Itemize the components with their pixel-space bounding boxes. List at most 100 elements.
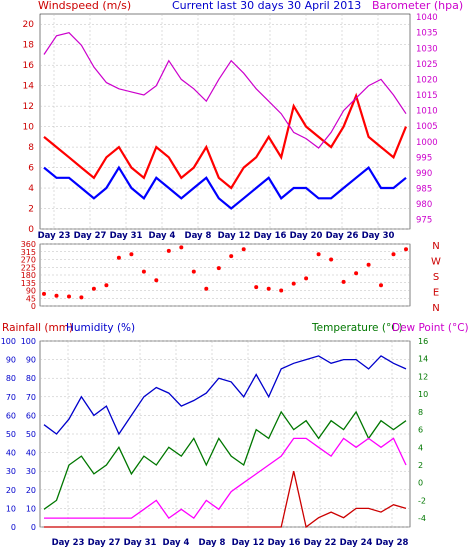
direction-tick-label: 360 bbox=[21, 240, 36, 249]
x-tick-label: Day 23 bbox=[38, 231, 71, 241]
chart-title: Current last 30 days 30 April 2013 bbox=[172, 0, 361, 12]
windspeed-tick-label: 4 bbox=[28, 184, 34, 194]
direction-tick-label: 45 bbox=[26, 294, 36, 303]
compass-label: E bbox=[433, 288, 439, 299]
humidity-tick-label: 70 bbox=[26, 393, 36, 402]
wind-direction-point bbox=[204, 286, 209, 291]
wind-direction-point bbox=[379, 283, 383, 288]
gust-line bbox=[43, 92, 408, 190]
barometer-tick-label: 1005 bbox=[416, 122, 438, 132]
windspeed-tick-label: 6 bbox=[28, 164, 34, 174]
dewpoint-axis-label: Dew Point (°C) bbox=[392, 322, 468, 334]
wind-direction-point bbox=[254, 285, 259, 290]
wind-direction-point bbox=[229, 254, 234, 259]
rainfall-line bbox=[44, 471, 407, 529]
compass-label: S bbox=[433, 272, 439, 283]
wind-direction-point bbox=[141, 269, 146, 274]
x-tick-label: Day 22 bbox=[304, 538, 337, 548]
temperature-line bbox=[43, 410, 407, 510]
x-tick-label: Day 24 bbox=[340, 538, 373, 548]
direction-tick-label: 135 bbox=[21, 279, 36, 288]
windspeed-tick-label: 14 bbox=[23, 82, 35, 92]
wind-direction-point bbox=[279, 288, 284, 293]
rainfall-tick-label: 10 bbox=[6, 504, 16, 513]
barometer-tick-label: 985 bbox=[416, 184, 432, 194]
humidity-tick-label: 30 bbox=[26, 467, 36, 476]
humidity-tick-label: 90 bbox=[26, 356, 36, 365]
windspeed-tick-label: 8 bbox=[28, 143, 34, 153]
barometer-tick-label: 1030 bbox=[416, 44, 438, 54]
humidity-tick-label: 10 bbox=[26, 504, 36, 513]
rainfall-tick-label: 60 bbox=[6, 411, 16, 420]
rainfall-tick-label: 0 bbox=[11, 523, 16, 532]
x-tick-label: Day 8 bbox=[199, 538, 226, 548]
wind-direction-point bbox=[316, 252, 321, 257]
rainfall-tick-label: 70 bbox=[6, 393, 16, 402]
humidity-tick-label: 40 bbox=[26, 449, 36, 458]
barometer-tick-label: 1035 bbox=[416, 29, 438, 39]
x-tick-label: Day 28 bbox=[376, 538, 409, 548]
windspeed-tick-label: 18 bbox=[23, 41, 35, 51]
windspeed-tick-label: 2 bbox=[28, 205, 34, 215]
dew-point-line bbox=[44, 437, 407, 520]
humidity-tick-label: 20 bbox=[26, 486, 36, 495]
direction-tick-label: 270 bbox=[21, 256, 36, 265]
wind-direction-point bbox=[341, 279, 346, 284]
temperature-tick-label: -2 bbox=[418, 496, 426, 505]
humidity-tick-label: 50 bbox=[26, 430, 36, 439]
x-tick-label: Day 16 bbox=[268, 538, 301, 548]
barometer-tick-label: 980 bbox=[416, 200, 432, 210]
x-tick-label: Day 27 bbox=[74, 231, 107, 241]
temperature-axis-ticks: -4 -2 0 2 4 6 8 10 12 14 16 bbox=[418, 337, 428, 523]
x-tick-label: Day 12 bbox=[232, 538, 265, 548]
barometer-axis-ticks: 975 980 985 990 995 1000 1005 1010 1015 1020 1025 1… bbox=[416, 13, 438, 226]
rainfall-tick-label: 50 bbox=[6, 430, 16, 439]
windspeed-tick-label: 10 bbox=[23, 123, 35, 133]
x-tick-label: Day 4 bbox=[163, 538, 190, 548]
windspeed-tick-label: 12 bbox=[23, 102, 34, 112]
temperature-tick-label: 14 bbox=[418, 355, 428, 364]
rainfall-tick-label: 20 bbox=[6, 486, 16, 495]
wind-baro-chart: 0 2 4 6 8 10 12 14 16 18 20 975 980 985 990 995 1000 100… bbox=[23, 0, 464, 241]
wind-direction-point bbox=[366, 262, 371, 267]
wind-direction-point bbox=[179, 245, 184, 250]
x-tick-label: Day 26 bbox=[326, 231, 359, 241]
wind-direction-point bbox=[241, 247, 246, 252]
wind-direction-point bbox=[354, 271, 359, 276]
wind-direction-point bbox=[329, 257, 334, 262]
compass-label: N bbox=[432, 241, 439, 252]
windspeed-tick-label: 0 bbox=[28, 225, 34, 235]
temperature-tick-label: -4 bbox=[418, 514, 426, 523]
wind-direction-series bbox=[42, 245, 408, 300]
wind-direction-point bbox=[67, 294, 71, 299]
humidity-tick-label: 100 bbox=[21, 337, 36, 346]
wind-direction-point bbox=[54, 293, 59, 298]
temp-hum-x-labels: Day 23 Day 27 Day 31 Day 4 Day 8 Day 12 Day 16… bbox=[52, 538, 409, 548]
temperature-tick-label: 6 bbox=[418, 426, 423, 435]
wind-baro-x-labels: Day 23 Day 27 Day 31 Day 4 Day 8 Day 12 Day 16… bbox=[38, 231, 395, 241]
wind-direction-point bbox=[91, 286, 96, 291]
humidity-line bbox=[43, 355, 407, 436]
windspeed-axis-label: Windspeed (m/s) bbox=[38, 0, 131, 12]
compass-label: N bbox=[432, 303, 439, 314]
rainfall-tick-label: 80 bbox=[6, 374, 16, 383]
temperature-tick-label: 4 bbox=[418, 443, 423, 452]
x-tick-label: Day 31 bbox=[124, 538, 157, 548]
x-tick-label: Day 8 bbox=[185, 231, 212, 241]
rainfall-axis-label: Rainfall (mm) bbox=[2, 322, 73, 334]
x-tick-label: Day 31 bbox=[110, 231, 143, 241]
barometer-tick-label: 1000 bbox=[416, 138, 438, 148]
wind-direction-point bbox=[304, 276, 309, 281]
humidity-axis-label: Humidity (%) bbox=[66, 322, 135, 334]
wind-direction-point bbox=[79, 295, 84, 300]
temp-hum-series bbox=[43, 355, 407, 529]
x-tick-label: Day 30 bbox=[362, 231, 395, 241]
humidity-tick-label: 60 bbox=[26, 411, 36, 420]
x-tick-label: Day 27 bbox=[88, 538, 121, 548]
wind-direction-point bbox=[104, 283, 109, 288]
compass-label: W bbox=[431, 257, 441, 268]
temperature-tick-label: 8 bbox=[418, 408, 423, 417]
rainfall-tick-label: 100 bbox=[1, 337, 16, 346]
